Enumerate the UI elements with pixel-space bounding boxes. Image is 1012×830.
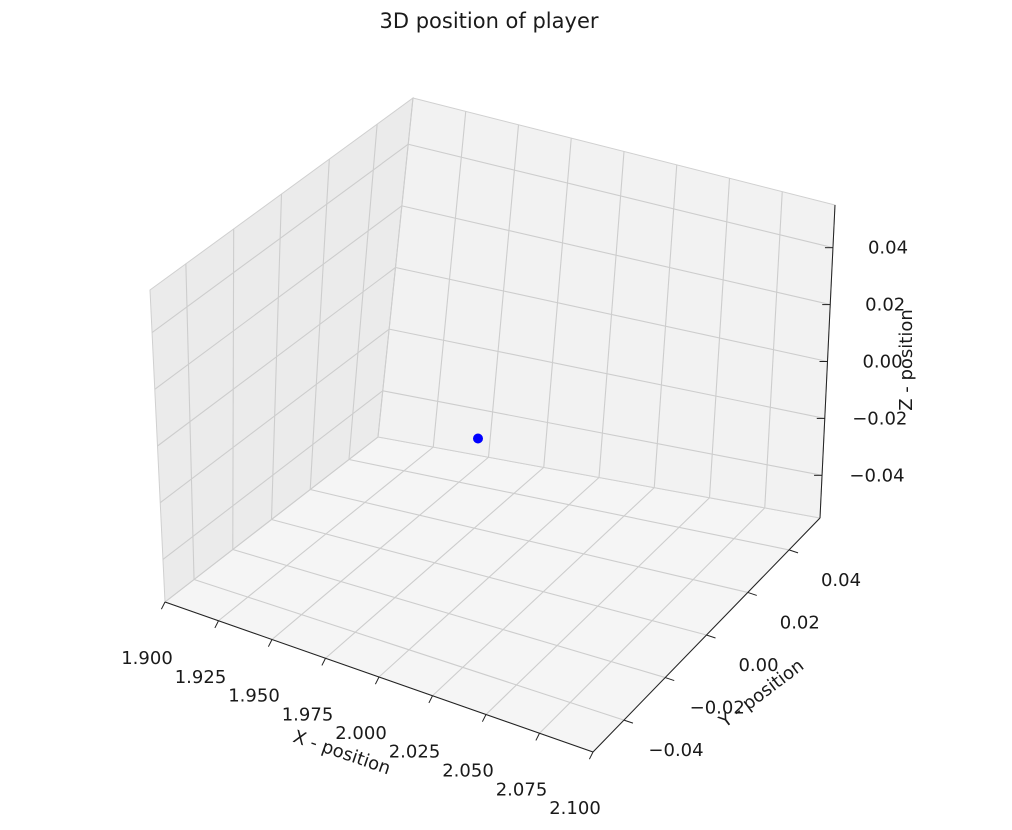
x-tick [160,601,166,610]
chart-title: 3D position of player [380,9,599,33]
y-gridline-floor [348,458,790,551]
y-gridline-floor [310,488,748,593]
y-tick-label: −0.02 [690,698,745,719]
y-tick [788,549,799,554]
y-tick-label: 0.04 [821,570,861,591]
x-tick [374,676,380,685]
data-points [473,433,483,444]
z-gridline-back [395,266,828,363]
z-tick-label: 0.04 [868,238,908,259]
y-tick [623,719,634,724]
z-tick-label: 0.02 [865,295,905,316]
x-tick-label: 2.025 [389,742,441,763]
x-tick-label: 2.075 [496,779,548,800]
y-gridline-floor [232,548,666,679]
z-gridline-left [157,267,396,447]
z-gridline-left [154,205,403,390]
z-gridline-back [408,143,834,249]
z-gridline-back [382,390,823,476]
x-tick [481,714,487,722]
x-tick-label: 2.000 [335,723,387,744]
x-tick-label: 1.975 [282,704,334,725]
z-tick-label: −0.04 [849,465,904,486]
z-axis-label: Z - position [896,309,917,411]
y-tick-label: 0.02 [780,613,820,634]
y-tick [665,677,675,682]
x-tick-label: 1.900 [121,648,173,669]
data-point [473,433,483,444]
y-gridline-floor [193,578,625,721]
x-tick-label: 1.950 [228,686,280,707]
z-gridline-back [389,328,825,419]
z-tick-label: 0.00 [862,352,902,373]
y-tick [706,634,716,639]
y-gridline-floor [271,518,707,636]
x-tick [267,639,273,647]
y-tick-label: 0.00 [738,655,778,676]
x-tick [588,751,594,760]
z-gridline-back [401,205,831,306]
z-gridline-left [159,328,390,504]
axes: 1.9001.9251.9501.9752.0002.0252.0502.075… [121,204,908,819]
z-gridline-left [151,143,409,333]
x-tick [428,695,433,704]
z-gridline-left [162,390,384,560]
axis-panes [149,96,836,753]
y-tick-label: −0.04 [648,740,703,761]
x-tick-label: 2.050 [442,761,494,782]
x-tick [214,620,219,629]
x-tick [535,733,540,741]
y-tick [747,591,757,596]
x-tick [321,658,326,666]
z-tick-label: −0.02 [852,408,907,429]
x-tick-label: 2.100 [549,798,601,819]
x-tick-label: 1.925 [175,667,227,688]
